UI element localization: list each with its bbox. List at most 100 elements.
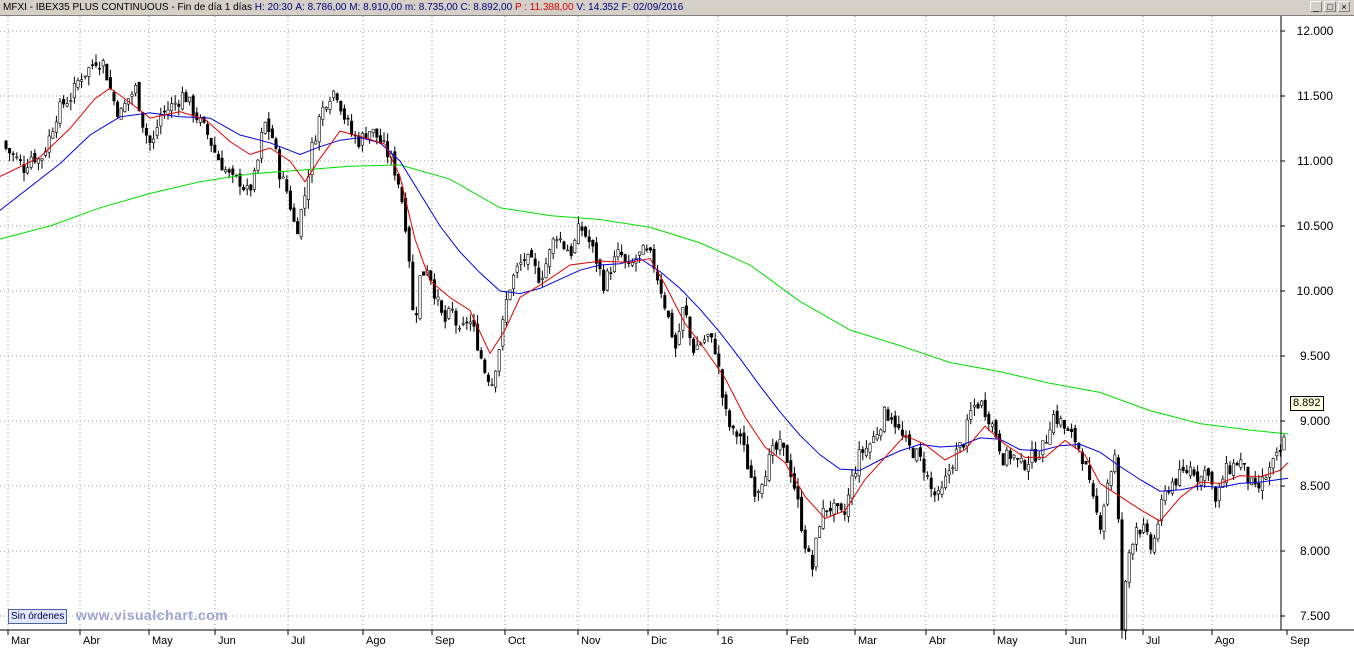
candle-body [270, 128, 274, 139]
candle-body [1048, 429, 1052, 445]
close-button[interactable]: × [1338, 1, 1350, 12]
minimize-button[interactable]: _ [1310, 1, 1322, 12]
candle-body [648, 247, 652, 251]
candle-body [400, 187, 404, 203]
candle-body [749, 465, 753, 478]
candle-body [663, 295, 667, 309]
candle-body [252, 170, 256, 190]
restore-button[interactable]: □ [1324, 1, 1336, 12]
time-axis: Mar Abr May Jun Jul Ago Sep Oct Nov Dic 16 Feb Mar Ab… [7, 630, 1310, 647]
candle-body [904, 436, 908, 439]
candle-body [1271, 458, 1275, 469]
candle-body [695, 344, 699, 350]
candle-body [929, 477, 933, 490]
price-tick-label: 11.500 [1297, 89, 1333, 103]
candle-body [15, 156, 19, 159]
candle-body [717, 353, 721, 367]
candle-body [213, 144, 217, 153]
candle-body [965, 419, 969, 447]
candle-body [422, 271, 426, 276]
candle-body [1008, 450, 1012, 460]
candle-body [980, 400, 984, 406]
candle-body [443, 310, 447, 322]
candle-body [328, 100, 332, 110]
candle-body [1145, 523, 1149, 533]
candle-body [800, 496, 804, 532]
candle-body [638, 251, 642, 256]
date-value: F: 02/09/2016 [621, 2, 684, 13]
candle-body [774, 442, 778, 450]
candle-body [576, 223, 580, 244]
candlestick-series [4, 54, 1286, 640]
candle-body [911, 447, 915, 459]
candle-body [724, 394, 728, 409]
candle-body [1138, 529, 1142, 535]
candle-body [1116, 457, 1120, 520]
candle-body [155, 127, 159, 136]
candle-body [720, 369, 724, 398]
candle-body [620, 251, 624, 256]
candle-body [641, 244, 645, 255]
candle-body [76, 80, 80, 88]
candle-body [256, 159, 260, 171]
candle-body [429, 270, 433, 281]
candle-body [1019, 457, 1023, 463]
candle-body [584, 226, 588, 237]
candle-body [332, 90, 336, 99]
candle-body [1210, 471, 1214, 485]
candle-body [533, 258, 537, 267]
candle-body [263, 121, 267, 134]
candle-body [555, 239, 559, 242]
candle-body [598, 259, 602, 270]
candle-body [756, 491, 760, 494]
candle-body [80, 79, 84, 82]
candle-body [832, 502, 836, 515]
candle-body [666, 310, 670, 318]
candle-body [540, 277, 544, 280]
time-tick-label: 16 [721, 635, 733, 647]
candle-body [530, 250, 534, 258]
candle-body [789, 460, 793, 477]
orders-status-button[interactable]: Sin órdenes [8, 609, 68, 624]
candle-body [231, 168, 235, 175]
candle-body [1120, 519, 1124, 631]
candle-body [882, 406, 886, 432]
candle-body [148, 135, 152, 143]
candle-body [292, 207, 296, 222]
candle-body [879, 429, 883, 437]
short-moving-average-line [0, 87, 1289, 522]
candle-body [908, 434, 912, 446]
candle-body [141, 112, 145, 128]
candle-body [72, 83, 76, 99]
candle-body [1030, 448, 1034, 463]
time-tick-label: Sep [435, 635, 455, 647]
candle-body [566, 249, 570, 252]
candle-body [854, 473, 858, 478]
candle-body [944, 475, 948, 488]
candle-body [764, 476, 768, 487]
candle-body [1077, 442, 1081, 449]
candle-body [112, 92, 116, 102]
candle-body [1185, 470, 1189, 473]
candle-body [1275, 452, 1279, 457]
candle-body [609, 272, 613, 274]
candle-body [1239, 459, 1243, 468]
candle-body [1102, 505, 1106, 532]
candle-body [137, 82, 141, 112]
candle-body [465, 321, 469, 324]
candle-body [209, 137, 213, 146]
candle-body [872, 436, 876, 443]
price-tick-label: 12.000 [1297, 24, 1334, 38]
candle-body [123, 103, 127, 112]
candle-body [1091, 483, 1095, 497]
candle-body [1066, 428, 1070, 431]
candle-body [551, 238, 555, 254]
candle-body [1131, 544, 1135, 555]
candle-body [1084, 460, 1088, 465]
candle-body [458, 327, 462, 330]
candle-body [796, 486, 800, 500]
candle-body [512, 274, 516, 290]
price-chart[interactable]: 7.500 8.000 8.500 9.000 9.500 10.000 10.500 11.… [0, 16, 1354, 649]
candle-body [692, 338, 696, 353]
candle-body [771, 445, 775, 456]
